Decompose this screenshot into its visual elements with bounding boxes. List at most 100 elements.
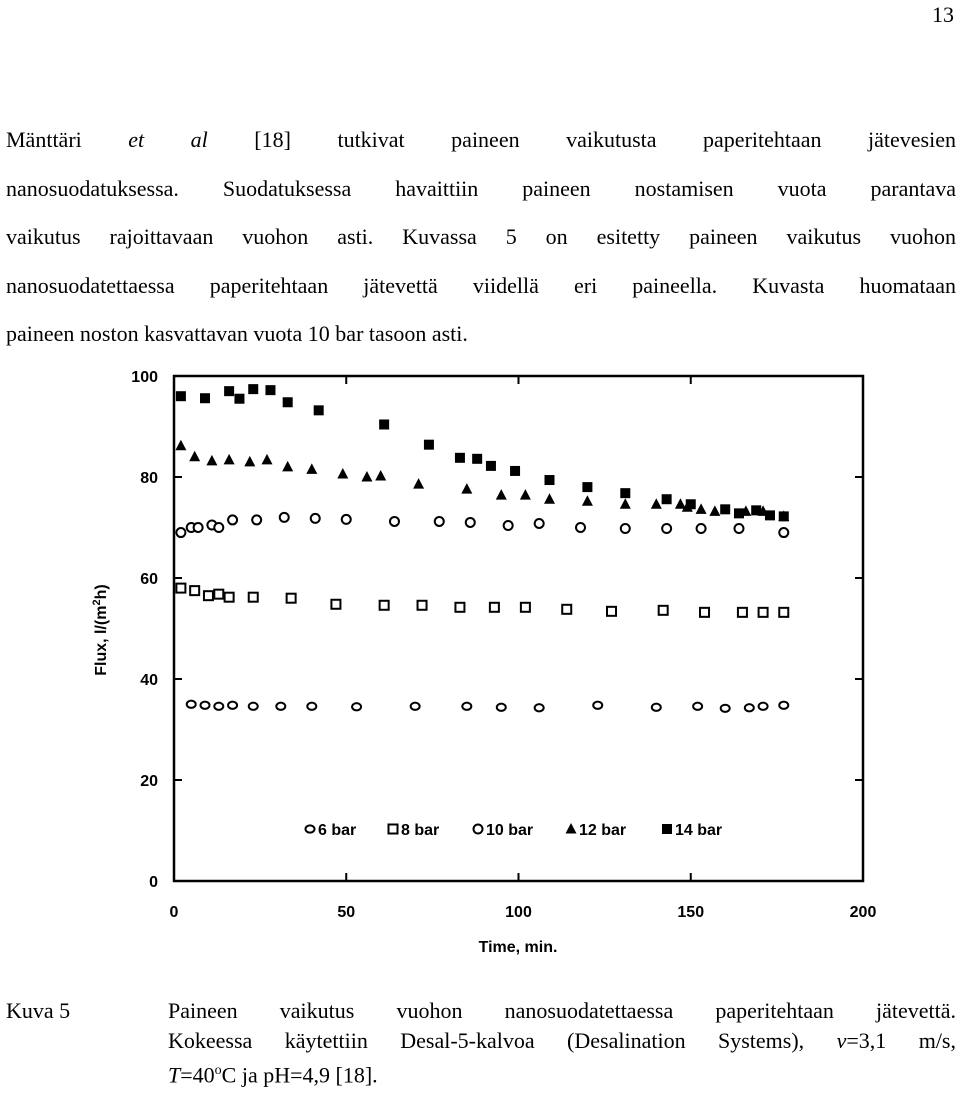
data-point-10-bar [388,515,400,527]
data-point-12-bar [223,453,235,465]
data-point-14-bar [175,391,186,402]
data-point-10-bar [278,511,290,523]
data-point-12-bar [261,453,273,465]
x-tick-label: 50 [337,904,355,921]
y-tick-label: 40 [140,672,158,689]
series-6-bar [185,699,790,713]
data-point-6-bar [227,700,239,710]
data-point-6-bar [719,703,731,713]
data-point-10-bar [778,527,790,539]
data-point-12-bar [544,493,556,504]
data-point-6-bar [650,702,662,712]
data-point-10-bar [619,523,631,535]
data-point-10-bar [533,517,545,529]
data-point-10-bar [227,514,239,526]
data-point-14-bar [685,499,696,510]
data-point-8-bar [330,598,342,610]
x-axis: 0 50 100 150 200 [170,376,876,921]
data-point-6-bar [757,701,769,711]
data-point-14-bar [423,439,434,450]
data-point-6-bar [533,703,545,713]
caption-text-part: =40 [180,1062,215,1088]
data-point-10-bar [575,522,587,533]
data-point-14-bar [544,475,555,486]
data-point-6-bar [461,701,473,711]
data-point-8-bar [416,599,428,611]
data-point-14-bar [265,385,276,396]
legend-label: 14 bar [675,822,722,839]
caption-line: Kokeessa käytettiin Desal-5-kalvoa (Desa… [168,1026,956,1056]
data-point-12-bar [619,498,631,509]
data-point-8-bar [247,591,259,603]
data-point-12-bar [674,498,686,509]
data-point-10-bar [733,523,745,535]
caption-line: Paineen vaikutus vuohon nanosuodatettaes… [168,998,956,1023]
caption-text: Paineen vaikutus vuohon nanosuodatettaes… [168,996,956,1090]
data-points [175,384,790,713]
data-point-6-bar [495,702,507,712]
legend-marker-10-bar [472,823,484,835]
data-point-12-bar [175,439,187,451]
paragraph-line: vaikutus rajoittavaan vuohon asti. Kuvas… [6,224,956,249]
data-point-8-bar [175,582,187,594]
data-point-8-bar [606,605,618,617]
page-number: 13 [932,2,954,27]
paragraph-text: [18] tutkivat paineen vaikutusta paperit… [254,127,956,152]
data-point-8-bar [736,606,748,618]
data-point-12-bar [189,450,201,462]
legend-label: 8 bar [401,822,439,839]
legend-item-8-bar: 8 bar [387,822,439,839]
caption-temperature-symbol: T [168,1062,181,1088]
data-point-8-bar [519,601,531,613]
data-point-12-bar [709,505,721,516]
data-point-6-bar [247,701,259,711]
data-point-12-bar [375,469,387,481]
data-point-8-bar [561,603,573,615]
paragraph-line: nanosuodatuksessa. Suodatuksessa havaitt… [6,175,956,201]
data-point-12-bar [244,455,256,467]
plot-frame [172,374,865,883]
legend-item-12-bar: 12 bar [565,822,626,839]
data-point-14-bar [485,460,496,471]
data-point-6-bar [213,701,225,711]
data-point-14-bar [751,505,762,516]
x-tick-label: 150 [677,904,704,921]
data-point-14-bar [313,405,324,416]
data-point-12-bar [361,471,373,482]
legend-marker-6-bar [304,824,316,834]
paragraph-text: Mänttäri [6,127,82,152]
data-point-6-bar [743,703,755,713]
legend-label: 12 bar [579,822,626,839]
data-point-8-bar [189,585,201,597]
data-point-14-bar [472,453,483,464]
body-paragraph: Mänttäri et al [18] tutkivat paineen vai… [6,116,956,359]
data-point-6-bar [199,700,211,710]
data-point-10-bar [661,523,673,535]
x-axis-label: Time, min. [479,939,558,956]
caption-label: Kuva 5 [6,998,71,1023]
data-point-12-bar [519,489,531,500]
series-8-bar [175,582,790,618]
data-point-6-bar [692,701,704,711]
caption-degree-sup: o [214,1063,222,1078]
legend-item-10-bar: 10 bar [472,822,533,839]
data-point-14-bar [620,488,631,499]
caption-line: T=40oC ja pH=4,9 [18]. [168,1056,956,1090]
y-tick-label: 60 [140,571,158,588]
legend-item-6-bar: 6 bar [304,822,356,839]
data-point-8-bar [378,599,390,611]
caption-text-part: Kokeessa käytettiin Desal-5-kalvoa (Desa… [168,1028,805,1053]
legend-label: 10 bar [486,822,533,839]
paragraph-line: nanosuodatettaessa paperitehtaan jätevet… [6,272,956,298]
data-point-10-bar [175,527,187,539]
data-point-10-bar [192,522,204,533]
data-point-8-bar [699,606,711,618]
data-point-14-bar [510,465,521,476]
data-point-8-bar [213,588,225,600]
data-point-10-bar [502,519,514,531]
y-tick-label: 100 [131,369,158,386]
data-point-12-bar [695,503,707,514]
y-tick-label: 20 [140,773,158,790]
data-point-14-bar [764,510,775,521]
data-point-14-bar [200,393,211,404]
